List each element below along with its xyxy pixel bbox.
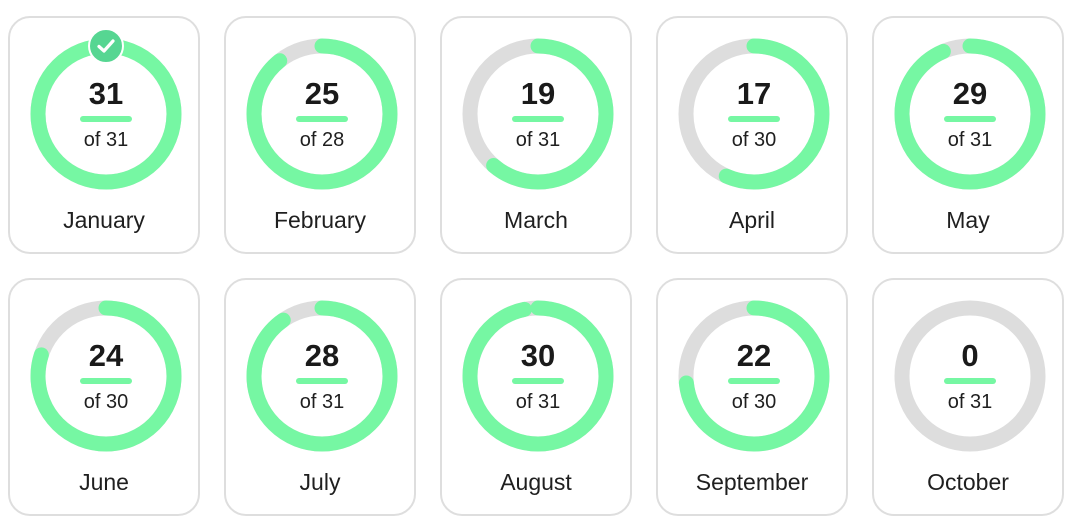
count-underline (296, 116, 348, 122)
progress-ring (30, 300, 182, 452)
month-name: July (299, 469, 341, 495)
count-underline (728, 378, 780, 384)
progress-ring (894, 300, 1046, 452)
progress-ring (894, 38, 1046, 190)
month-card-march[interactable]: 19 of 31 March (440, 16, 632, 254)
completed-count: 22 (736, 338, 772, 373)
completed-count: 17 (736, 76, 772, 111)
month-name: June (79, 469, 129, 495)
month-name: February (273, 207, 367, 233)
completed-count: 25 (304, 76, 340, 111)
month-card-october[interactable]: 0 of 31 October (872, 278, 1064, 516)
month-name: March (504, 207, 568, 233)
month-name: May (946, 207, 990, 233)
progress-ring (246, 300, 398, 452)
completed-count: 0 (961, 338, 979, 373)
month-card-january[interactable]: 31 of 31 January (8, 16, 200, 254)
count-underline (512, 378, 564, 384)
month-card-february[interactable]: 25 of 28 February (224, 16, 416, 254)
progress-ring (246, 38, 398, 190)
progress-ring (678, 38, 830, 190)
completed-count: 19 (520, 76, 556, 111)
total-label: of 31 (515, 129, 561, 151)
month-card-july[interactable]: 28 of 31 July (224, 278, 416, 516)
count-underline (728, 116, 780, 122)
total-label: of 30 (731, 129, 777, 151)
total-label: of 31 (83, 129, 129, 151)
total-label: of 31 (515, 391, 561, 413)
completed-count: 29 (952, 76, 988, 111)
month-name: October (927, 469, 1009, 495)
total-label: of 31 (947, 391, 993, 413)
completed-count: 28 (304, 338, 340, 373)
total-label: of 31 (299, 391, 345, 413)
total-label: of 31 (947, 129, 993, 151)
progress-ring (462, 300, 614, 452)
month-name: August (500, 469, 572, 495)
progress-ring (462, 38, 614, 190)
month-name: September (695, 469, 809, 495)
count-underline (80, 378, 132, 384)
completed-count: 31 (88, 76, 124, 111)
total-label: of 28 (299, 129, 345, 151)
count-underline (944, 378, 996, 384)
month-card-april[interactable]: 17 of 30 April (656, 16, 848, 254)
month-card-september[interactable]: 22 of 30 September (656, 278, 848, 516)
progress-ring (678, 300, 830, 452)
count-underline (296, 378, 348, 384)
count-underline (944, 116, 996, 122)
completed-count: 24 (88, 338, 124, 373)
total-label: of 30 (731, 391, 777, 413)
checkmark-icon (88, 28, 124, 64)
completed-count: 30 (520, 338, 556, 373)
month-name: January (63, 207, 145, 233)
count-underline (80, 116, 132, 122)
month-card-may[interactable]: 29 of 31 May (872, 16, 1064, 254)
month-card-august[interactable]: 30 of 31 August (440, 278, 632, 516)
count-underline (512, 116, 564, 122)
month-name: April (728, 207, 775, 233)
total-label: of 30 (83, 391, 129, 413)
month-card-june[interactable]: 24 of 30 June (8, 278, 200, 516)
